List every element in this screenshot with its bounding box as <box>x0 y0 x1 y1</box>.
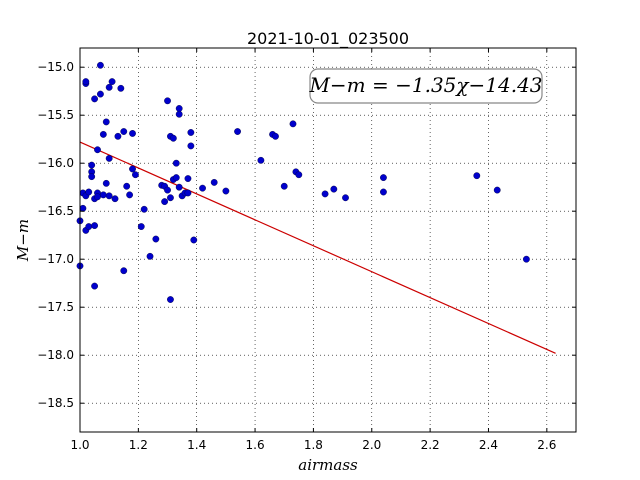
x-axis-label: airmass <box>298 456 358 474</box>
data-point <box>169 134 177 142</box>
data-point <box>108 78 116 86</box>
data-point <box>120 267 128 275</box>
data-point <box>210 178 218 186</box>
data-point <box>85 223 93 230</box>
data-point <box>97 61 104 69</box>
data-point <box>184 175 192 182</box>
y-tick-label: −15.5 <box>37 108 74 122</box>
data-point <box>111 195 119 203</box>
data-point <box>79 204 87 212</box>
data-point <box>493 186 501 194</box>
data-point <box>94 193 101 201</box>
annotation-box <box>309 68 543 104</box>
data-point <box>167 296 174 303</box>
data-point <box>137 223 145 230</box>
data-point <box>330 185 338 193</box>
data-point <box>234 128 241 135</box>
data-point <box>105 83 113 91</box>
data-point <box>129 130 136 137</box>
x-tick-label: 1.4 <box>187 438 206 452</box>
data-point <box>117 84 125 92</box>
data-point <box>88 173 96 181</box>
data-point <box>175 105 183 112</box>
data-point <box>272 132 279 140</box>
y-tick-label: −18.5 <box>37 396 74 410</box>
x-tick-label: 2.6 <box>537 438 556 452</box>
data-point <box>120 128 128 135</box>
data-point <box>85 188 93 196</box>
x-tick-label: 1.0 <box>70 438 89 452</box>
data-point <box>257 156 265 164</box>
data-point <box>199 184 206 192</box>
data-point <box>99 130 107 138</box>
data-point <box>184 189 192 197</box>
data-point <box>140 205 148 213</box>
data-point <box>164 186 171 194</box>
data-point <box>102 118 110 126</box>
chart-title: 2021-10-01_023500 <box>247 29 409 49</box>
fit-annotation: M−m = −1.35χ−14.43 <box>308 68 543 104</box>
data-point <box>295 171 303 179</box>
data-point <box>105 154 113 162</box>
y-tick-label: −18.0 <box>37 348 74 362</box>
data-point <box>129 165 136 173</box>
data-point <box>146 252 154 260</box>
y-axis-ticks: −15.0 −15.5 −16.0 −16.5 −17.0 −17.5 −18.0 −18.5 <box>37 60 576 410</box>
x-axis-ticks: 1.0 1.2 1.4 1.6 1.8 2.0 2.2 2.4 2.6 <box>70 48 556 452</box>
x-tick-label: 1.8 <box>304 438 323 452</box>
y-axis-label: M−m <box>14 219 32 262</box>
data-point <box>99 191 107 199</box>
data-point <box>321 190 329 198</box>
data-point <box>105 192 113 200</box>
y-tick-label: −16.0 <box>37 156 74 170</box>
data-point <box>97 90 104 98</box>
fit-line <box>79 141 556 354</box>
plot-frame <box>79 47 577 433</box>
data-point <box>91 222 98 230</box>
y-tick-label: −17.5 <box>37 300 74 314</box>
data-point <box>175 110 183 118</box>
x-tick-label: 2.2 <box>421 438 440 452</box>
data-point <box>91 95 98 103</box>
fit-line-group <box>79 141 556 354</box>
data-point <box>167 194 174 202</box>
data-points <box>76 61 530 303</box>
data-point <box>82 78 90 86</box>
data-point <box>289 120 297 128</box>
data-point <box>187 142 195 150</box>
x-tick-label: 1.6 <box>246 438 265 452</box>
data-point <box>172 174 180 182</box>
data-point <box>380 188 387 196</box>
data-point <box>123 182 131 190</box>
data-point <box>102 179 110 187</box>
y-tick-label: −15.0 <box>37 60 74 74</box>
x-tick-label: 2.0 <box>362 438 381 452</box>
data-point <box>222 187 230 195</box>
data-point <box>132 171 139 179</box>
data-point <box>523 255 530 263</box>
data-point <box>473 172 481 180</box>
data-point <box>164 97 171 105</box>
data-point <box>94 146 101 154</box>
data-point <box>190 236 198 244</box>
data-point <box>380 174 387 182</box>
data-point <box>280 182 288 190</box>
data-point <box>175 183 183 191</box>
fit-equation-text: M−m = −1.35χ−14.43 <box>308 73 542 97</box>
x-tick-label: 1.2 <box>129 438 148 452</box>
data-point <box>172 159 180 167</box>
x-tick-label: 2.4 <box>479 438 498 452</box>
data-point <box>152 235 160 243</box>
data-point <box>88 161 96 169</box>
data-point <box>114 132 122 140</box>
data-point <box>91 282 98 290</box>
data-point <box>187 129 195 136</box>
data-point <box>161 198 169 206</box>
data-point <box>126 191 134 199</box>
y-tick-label: −16.5 <box>37 204 74 218</box>
y-tick-label: −17.0 <box>37 252 74 266</box>
data-point <box>342 194 349 202</box>
